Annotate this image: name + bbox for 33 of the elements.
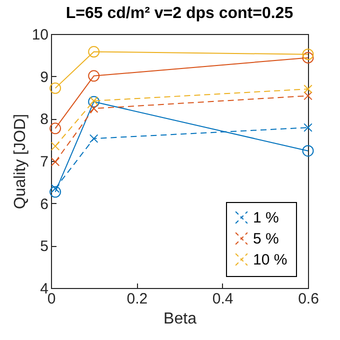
point: [302, 52, 314, 64]
point: [304, 123, 312, 132]
point: [302, 48, 314, 60]
y-tick-label: 7: [40, 154, 48, 170]
point: [88, 46, 100, 58]
point: [50, 186, 62, 198]
y-axis-title: Quality [JOD]: [12, 114, 29, 210]
y-tick-label: 6: [40, 196, 48, 213]
x-tick-label: 0: [47, 290, 56, 308]
point: [89, 134, 98, 143]
y-tick-label: 4: [40, 280, 48, 298]
point: [304, 84, 312, 94]
point: [89, 104, 98, 113]
point: [302, 145, 314, 157]
chart-title: L=65 cd/m² v=2 dps cont=0.25: [66, 5, 294, 22]
point: [50, 184, 60, 193]
point: [50, 142, 60, 151]
point: [50, 122, 62, 134]
point: [88, 70, 100, 82]
x-tick-label: 0.4: [212, 290, 234, 308]
legend-label: 5 %: [253, 230, 279, 248]
y-tick-label: 9: [40, 68, 48, 86]
point: [50, 157, 60, 166]
y-tick-label: 10: [32, 26, 48, 44]
x-tick-label: 0.6: [298, 290, 319, 308]
x-axis-title: Beta: [164, 310, 197, 328]
x-tick-label: 0.2: [126, 290, 148, 308]
point: [50, 82, 62, 94]
point: [304, 91, 312, 100]
legend-label: 10 %: [253, 252, 288, 268]
y-tick-label: 8: [40, 111, 48, 128]
y-tick-label: 5: [40, 238, 48, 256]
legend-label: 1 %: [253, 210, 279, 226]
